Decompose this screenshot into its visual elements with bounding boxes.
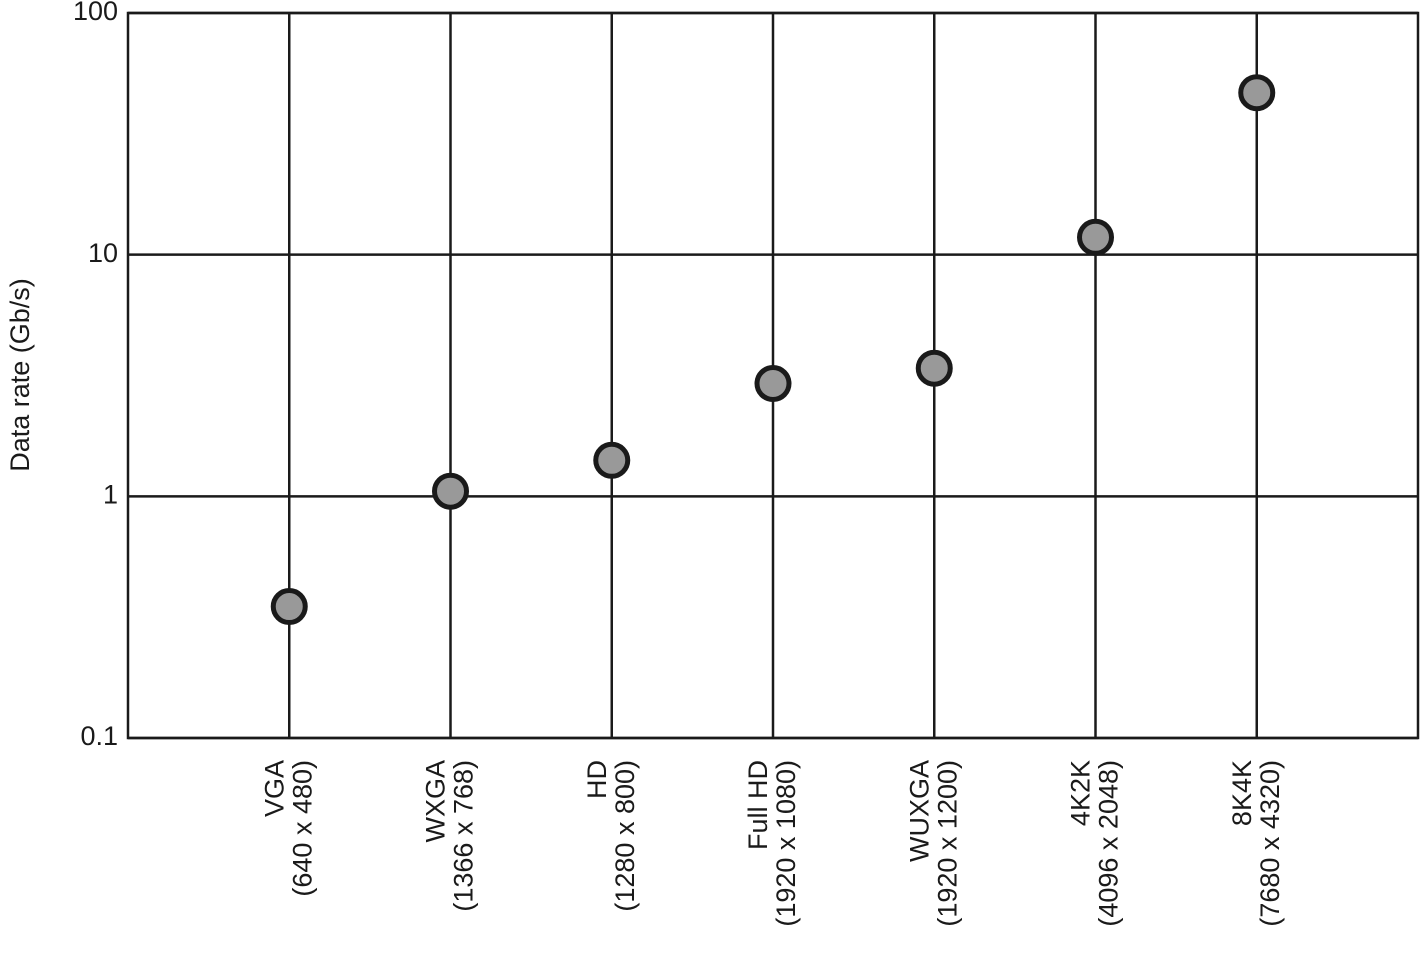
y-tick-label: 100 bbox=[73, 0, 118, 26]
data-point bbox=[593, 441, 631, 479]
y-tick-label: 10 bbox=[88, 238, 118, 268]
x-tick-label: Full HD bbox=[743, 760, 773, 850]
x-tick-label: (640 x 480) bbox=[287, 760, 317, 897]
x-tick-label: (7680 x 4320) bbox=[1255, 760, 1285, 927]
data-point bbox=[270, 588, 308, 626]
x-tick-label: (1920 x 1080) bbox=[771, 760, 801, 927]
x-tick-label: (4096 x 2048) bbox=[1094, 760, 1124, 927]
data-point bbox=[432, 472, 469, 510]
y-axis-label: Data rate (Gb/s) bbox=[5, 278, 35, 472]
x-tick-label: (1280 x 800) bbox=[610, 760, 640, 912]
data-point bbox=[1238, 74, 1276, 112]
x-tick-label: WXGA bbox=[421, 760, 451, 843]
y-tick-label: 1 bbox=[103, 479, 118, 509]
x-tick-label: 4K2K bbox=[1066, 760, 1096, 826]
data-point bbox=[1077, 218, 1114, 256]
data-point bbox=[754, 365, 792, 403]
y-tick-label: 0.1 bbox=[80, 721, 118, 751]
x-tick-label: 8K4K bbox=[1227, 760, 1257, 826]
x-tick-label: VGA bbox=[259, 760, 289, 817]
x-tick-label: (1366 x 768) bbox=[449, 760, 479, 912]
x-tick-label: HD bbox=[582, 760, 612, 799]
x-tick-label: WUXGA bbox=[904, 760, 934, 862]
data-point bbox=[915, 349, 953, 387]
x-tick-label: (1920 x 1200) bbox=[932, 760, 962, 927]
